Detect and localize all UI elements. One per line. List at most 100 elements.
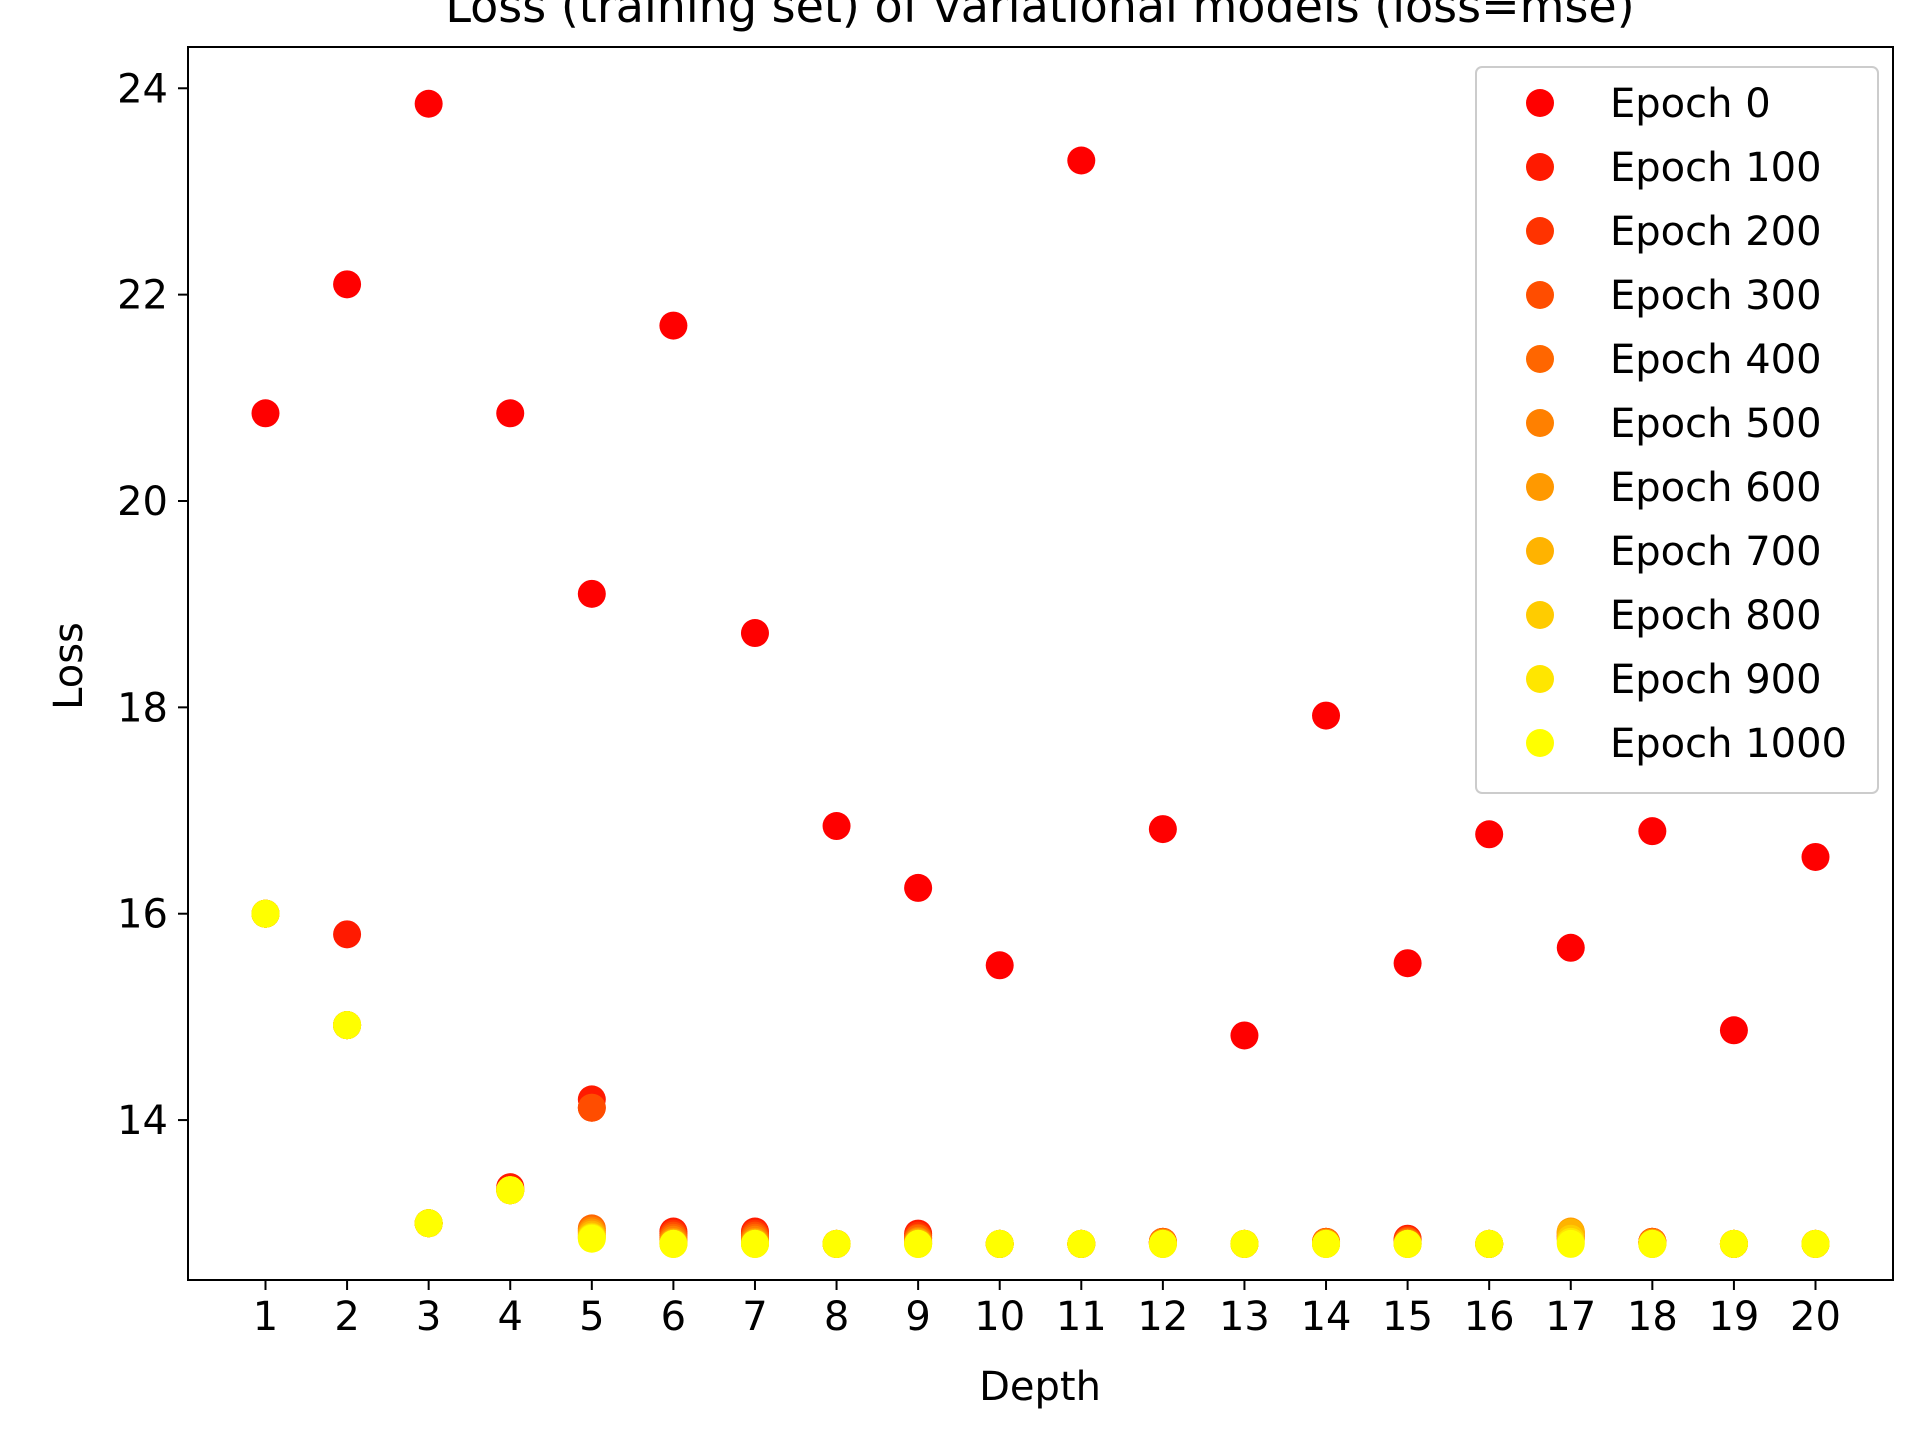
data-point	[659, 311, 688, 340]
data-point	[1067, 146, 1096, 175]
legend-label: Epoch 600	[1610, 465, 1822, 511]
data-point	[333, 270, 362, 299]
legend-label: Epoch 500	[1610, 401, 1822, 447]
legend-marker	[1526, 409, 1554, 437]
data-point	[333, 1011, 362, 1040]
y-tick-label: 20	[117, 479, 168, 525]
data-point	[1719, 1229, 1748, 1258]
x-tick-label: 18	[1627, 1294, 1678, 1340]
x-tick-label: 13	[1219, 1294, 1270, 1340]
legend-marker	[1526, 665, 1554, 693]
x-tick-label: 12	[1137, 1294, 1188, 1340]
data-point	[904, 1229, 933, 1258]
x-axis-title: Depth	[979, 1364, 1101, 1410]
data-point	[904, 873, 933, 902]
data-point	[1475, 1229, 1504, 1258]
data-point	[577, 1224, 606, 1253]
data-point	[1230, 1229, 1259, 1258]
legend-label: Epoch 200	[1610, 209, 1822, 255]
legend-marker	[1526, 473, 1554, 501]
legend-label: Epoch 900	[1610, 657, 1822, 703]
x-tick-label: 1	[253, 1294, 278, 1340]
data-point	[822, 1229, 851, 1258]
data-point	[822, 812, 851, 841]
data-point	[1393, 949, 1422, 978]
x-tick-label: 15	[1382, 1294, 1433, 1340]
x-tick-label: 16	[1464, 1294, 1515, 1340]
data-point	[414, 89, 443, 118]
data-point	[1148, 1229, 1177, 1258]
y-tick-label: 18	[117, 685, 168, 731]
legend-label: Epoch 0	[1610, 81, 1771, 127]
legend-box	[1475, 66, 1879, 794]
series-epoch-0	[251, 89, 1830, 1050]
x-tick-label: 20	[1790, 1294, 1841, 1340]
legend-label: Epoch 700	[1610, 529, 1822, 575]
x-tick-label: 10	[974, 1294, 1025, 1340]
data-point	[1475, 820, 1504, 849]
x-tick-label: 5	[579, 1294, 604, 1340]
x-tick-label: 4	[498, 1294, 523, 1340]
legend-label: Epoch 1000	[1610, 721, 1847, 767]
y-axis-title: Loss	[46, 622, 92, 710]
y-tick-label: 14	[117, 1098, 168, 1144]
data-point	[740, 619, 769, 648]
y-tick-label: 16	[117, 892, 168, 938]
data-point	[1230, 1021, 1259, 1050]
x-tick-label: 19	[1708, 1294, 1759, 1340]
data-point	[1801, 842, 1830, 871]
legend-marker	[1526, 345, 1554, 373]
data-points	[251, 89, 1830, 1258]
data-point	[1638, 817, 1667, 846]
data-point	[1556, 1229, 1585, 1258]
data-point	[496, 1176, 525, 1205]
legend-marker	[1526, 601, 1554, 629]
data-point	[1638, 1229, 1667, 1258]
x-tick-label: 7	[742, 1294, 767, 1340]
legend: Epoch 0 Epoch 100 Epoch 200 Epoch 300 Epoch …	[1475, 66, 1879, 794]
legend-label: Epoch 300	[1610, 273, 1822, 319]
y-tick-label: 24	[117, 66, 168, 112]
data-point	[251, 399, 280, 428]
legend-label: Epoch 800	[1610, 593, 1822, 639]
legend-marker	[1526, 729, 1554, 757]
x-tick-label: 2	[334, 1294, 359, 1340]
x-tick-label: 6	[661, 1294, 686, 1340]
plot-frame	[187, 46, 1894, 1281]
data-point	[659, 1229, 688, 1258]
data-point	[985, 951, 1014, 980]
legend-marker	[1526, 537, 1554, 565]
y-tick-label: 22	[117, 273, 168, 319]
data-point	[1801, 1229, 1830, 1258]
chart-title: Loss (training set) of variational model…	[445, 0, 1634, 33]
data-point	[1556, 933, 1585, 962]
data-point	[1312, 701, 1341, 730]
data-point	[1067, 1229, 1096, 1258]
legend-label: Epoch 100	[1610, 145, 1822, 191]
data-point	[496, 399, 525, 428]
x-tick-label: 8	[824, 1294, 849, 1340]
legend-marker	[1526, 89, 1554, 117]
data-point	[1312, 1229, 1341, 1258]
data-point	[251, 899, 280, 928]
data-point	[414, 1209, 443, 1238]
legend-marker	[1526, 217, 1554, 245]
x-tick-label: 11	[1056, 1294, 1107, 1340]
data-point	[1393, 1229, 1422, 1258]
x-tick-label: 3	[416, 1294, 441, 1340]
legend-marker	[1526, 281, 1554, 309]
x-tick-label: 17	[1545, 1294, 1596, 1340]
data-point	[333, 920, 362, 949]
data-point	[577, 579, 606, 608]
x-tick-label: 9	[905, 1294, 930, 1340]
data-point	[1148, 815, 1177, 844]
series-epoch-1000	[251, 899, 1830, 1258]
data-point	[740, 1229, 769, 1258]
data-point	[985, 1229, 1014, 1258]
legend-marker	[1526, 153, 1554, 181]
data-point	[577, 1093, 606, 1122]
axes: 1 2 3 4 5 6 7 8 9 10 11 12 13 14 15 16 17 18 19 20141618202…	[117, 46, 1894, 1340]
data-point	[1719, 1016, 1748, 1045]
x-tick-label: 14	[1301, 1294, 1352, 1340]
